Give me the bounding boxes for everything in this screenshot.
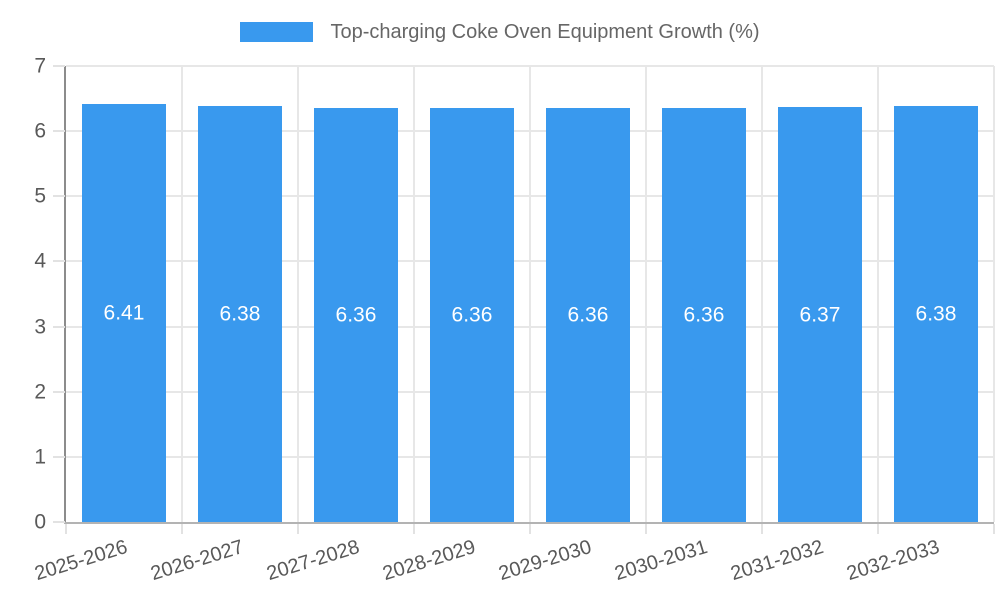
legend-item[interactable]: Top-charging Coke Oven Equipment Growth … bbox=[240, 20, 760, 44]
y-axis-label: 5 bbox=[34, 184, 46, 208]
y-axis-tick bbox=[53, 65, 65, 67]
x-axis-label: 2028-2029 bbox=[380, 536, 479, 586]
x-axis-label: 2029-2030 bbox=[496, 536, 595, 586]
x-axis-tick bbox=[297, 524, 299, 534]
y-axis-tick bbox=[53, 130, 65, 133]
plot-area: 6.41 2025-2026 6.38 2026-2027 6.36 2027-2028 6… bbox=[33, 65, 995, 585]
y-axis-label: 4 bbox=[34, 249, 46, 273]
v-gridline bbox=[297, 66, 299, 522]
bar-value-label: 6.38 bbox=[915, 302, 957, 326]
bar-value-label: 6.36 bbox=[335, 303, 377, 327]
v-gridline bbox=[761, 66, 763, 522]
y-axis-label: 6 bbox=[34, 119, 46, 143]
bar: 6.36 bbox=[314, 107, 398, 522]
bar-value-label: 6.38 bbox=[219, 302, 261, 326]
x-axis-label: 2027-2028 bbox=[264, 536, 363, 586]
y-axis-tick bbox=[53, 521, 65, 523]
x-axis-tick bbox=[65, 524, 67, 534]
bar: 6.38 bbox=[894, 106, 978, 522]
y-axis-tick bbox=[53, 390, 65, 393]
v-gridline bbox=[877, 66, 879, 522]
bar-value-label: 6.36 bbox=[683, 303, 725, 327]
x-axis-label: 2032-2033 bbox=[844, 536, 943, 586]
y-axis-label: 2 bbox=[34, 380, 46, 404]
y-axis-tick bbox=[53, 455, 65, 458]
bar: 6.36 bbox=[546, 107, 630, 522]
x-axis-tick bbox=[529, 524, 531, 534]
x-axis-tick bbox=[181, 524, 183, 534]
legend-swatch bbox=[240, 22, 314, 42]
y-axis-label: 0 bbox=[34, 510, 46, 534]
y-axis-tick bbox=[53, 195, 65, 198]
y-axis-line bbox=[64, 66, 66, 524]
bar-value-label: 6.37 bbox=[799, 303, 841, 326]
bar-value-label: 6.41 bbox=[103, 301, 145, 325]
y-axis-tick bbox=[53, 325, 65, 328]
x-axis-tick bbox=[877, 524, 879, 534]
legend-title: Top-charging Coke Oven Equipment Growth … bbox=[330, 20, 760, 43]
v-gridline bbox=[181, 66, 183, 522]
v-gridline bbox=[413, 66, 415, 522]
x-axis-tick bbox=[413, 524, 415, 534]
y-axis-label: 1 bbox=[34, 445, 46, 469]
y-axis: 0 1 2 3 4 5 6 7 bbox=[0, 56, 50, 533]
bar-value-label: 6.36 bbox=[567, 303, 609, 327]
bar-value-label: 6.36 bbox=[451, 303, 493, 327]
bar: 6.38 bbox=[198, 106, 282, 522]
y-axis-tick bbox=[53, 260, 65, 263]
y-axis-label: 3 bbox=[34, 315, 46, 339]
v-gridline bbox=[645, 66, 647, 522]
bar: 6.41 bbox=[82, 104, 166, 522]
x-axis-label: 2031-2032 bbox=[728, 536, 827, 586]
v-gridline bbox=[993, 66, 995, 522]
x-axis-label: 2030-2031 bbox=[612, 536, 711, 586]
x-axis-line bbox=[64, 522, 994, 524]
x-axis-tick bbox=[761, 524, 763, 534]
chart-legend: Top-charging Coke Oven Equipment Growth … bbox=[0, 18, 1000, 46]
y-axis-label: 7 bbox=[34, 54, 46, 78]
bar: 6.37 bbox=[778, 107, 862, 522]
x-axis-tick bbox=[645, 524, 647, 534]
x-axis-tick bbox=[993, 524, 995, 534]
v-gridline bbox=[529, 66, 531, 522]
x-axis-label: 2025-2026 bbox=[32, 536, 131, 586]
bar: 6.36 bbox=[662, 107, 746, 522]
bar: 6.36 bbox=[430, 107, 514, 522]
x-axis-label: 2026-2027 bbox=[148, 536, 247, 586]
